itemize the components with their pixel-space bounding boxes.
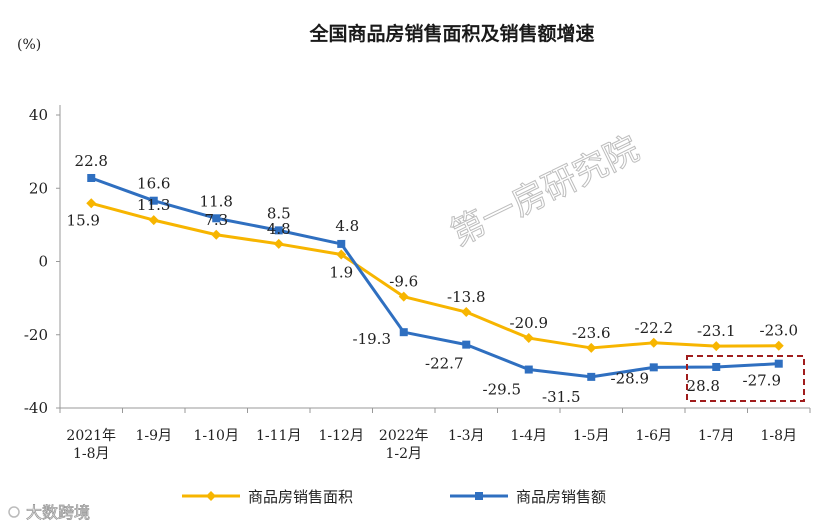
data-label: -9.6 — [389, 273, 418, 291]
data-label: 15.9 — [67, 211, 100, 229]
data-point-area — [148, 215, 159, 226]
data-point-amount — [712, 362, 721, 371]
data-point-area — [336, 249, 347, 260]
data-label: -22.7 — [425, 355, 463, 373]
legend-label: 商品房销售额 — [516, 488, 606, 506]
data-label: 28.8 — [687, 377, 720, 395]
x-tick-label: 1-2月 — [385, 446, 422, 462]
data-label: 4.8 — [267, 220, 291, 238]
data-label: -23.0 — [760, 322, 798, 340]
x-tick-label: 1-12月 — [319, 428, 364, 444]
data-point-amount — [149, 196, 158, 205]
data-point-amount — [587, 372, 596, 381]
data-label: -31.5 — [542, 388, 580, 406]
x-tick-label: 1-7月 — [698, 428, 735, 444]
series-line-area — [90, 201, 779, 350]
data-label: -13.8 — [447, 288, 485, 306]
data-label: 1.9 — [329, 264, 353, 282]
x-tick-label: 1-11月 — [256, 428, 301, 444]
data-point-area — [586, 342, 597, 353]
highlight-dashed-box — [686, 355, 805, 402]
legend-marker-square — [475, 492, 483, 500]
data-point-area — [523, 333, 534, 344]
data-point-amount — [524, 365, 533, 374]
data-point-area — [461, 307, 472, 318]
x-tick-label: 1-4月 — [510, 428, 547, 444]
data-label: -28.9 — [611, 369, 649, 387]
y-tick-label: -40 — [24, 399, 48, 417]
y-tick-label: 40 — [29, 106, 48, 124]
data-point-area — [648, 337, 659, 348]
data-label: 22.8 — [75, 152, 108, 170]
data-point-area — [273, 238, 284, 249]
x-tick-label: 1-8月 — [73, 446, 110, 462]
data-point-amount — [774, 359, 783, 368]
x-tick-label: 1-9月 — [135, 428, 172, 444]
data-label: 11.3 — [137, 196, 170, 214]
data-label: -27.9 — [743, 372, 781, 390]
x-tick-label: 1-5月 — [573, 428, 610, 444]
x-tick-label: 1-10月 — [194, 428, 239, 444]
x-tick-label: 1-6月 — [635, 428, 672, 444]
data-point-amount — [274, 226, 283, 235]
data-label: -23.1 — [697, 322, 735, 340]
y-tick-label: 0 — [38, 253, 48, 271]
data-point-area — [211, 229, 222, 240]
source-logo-icon — [8, 506, 20, 518]
chart-title: 全国商品房销售面积及销售额增速 — [308, 22, 594, 45]
data-label: 8.5 — [267, 204, 291, 222]
data-label: 16.6 — [137, 175, 170, 193]
data-point-area — [86, 198, 97, 209]
data-point-amount — [462, 340, 471, 349]
data-point-amount — [649, 363, 658, 372]
data-label: -22.2 — [635, 319, 673, 337]
data-label: -20.9 — [510, 314, 548, 332]
data-label: 7.3 — [204, 211, 228, 229]
data-point-area — [398, 291, 409, 302]
x-tick-label: 1-8月 — [760, 428, 797, 444]
data-label: -19.3 — [353, 330, 391, 348]
data-label: -23.6 — [572, 324, 610, 342]
x-tick-label: 1-3月 — [448, 428, 485, 444]
data-label: 4.8 — [335, 217, 359, 235]
x-tick-label: 2021年 — [66, 428, 116, 444]
series-line-amount — [90, 176, 779, 379]
x-tick-label: 2022年 — [379, 428, 429, 444]
data-point-amount — [212, 214, 221, 223]
data-point-amount — [337, 239, 346, 248]
data-point-amount — [399, 328, 408, 337]
y-axis-unit-label: (%) — [17, 37, 41, 53]
watermark-text: 第一房研究院 — [444, 129, 645, 254]
data-point-area — [773, 340, 784, 351]
legend-label: 商品房销售面积 — [248, 488, 353, 506]
data-point-amount — [87, 173, 96, 182]
data-point-area — [711, 341, 722, 352]
legend-marker-diamond — [206, 491, 216, 501]
data-label: -29.5 — [483, 381, 521, 399]
y-tick-label: 20 — [29, 179, 48, 197]
y-tick-label: -20 — [24, 326, 48, 344]
source-watermark: 大数跨境 — [26, 503, 90, 522]
data-label: 11.8 — [200, 192, 233, 210]
